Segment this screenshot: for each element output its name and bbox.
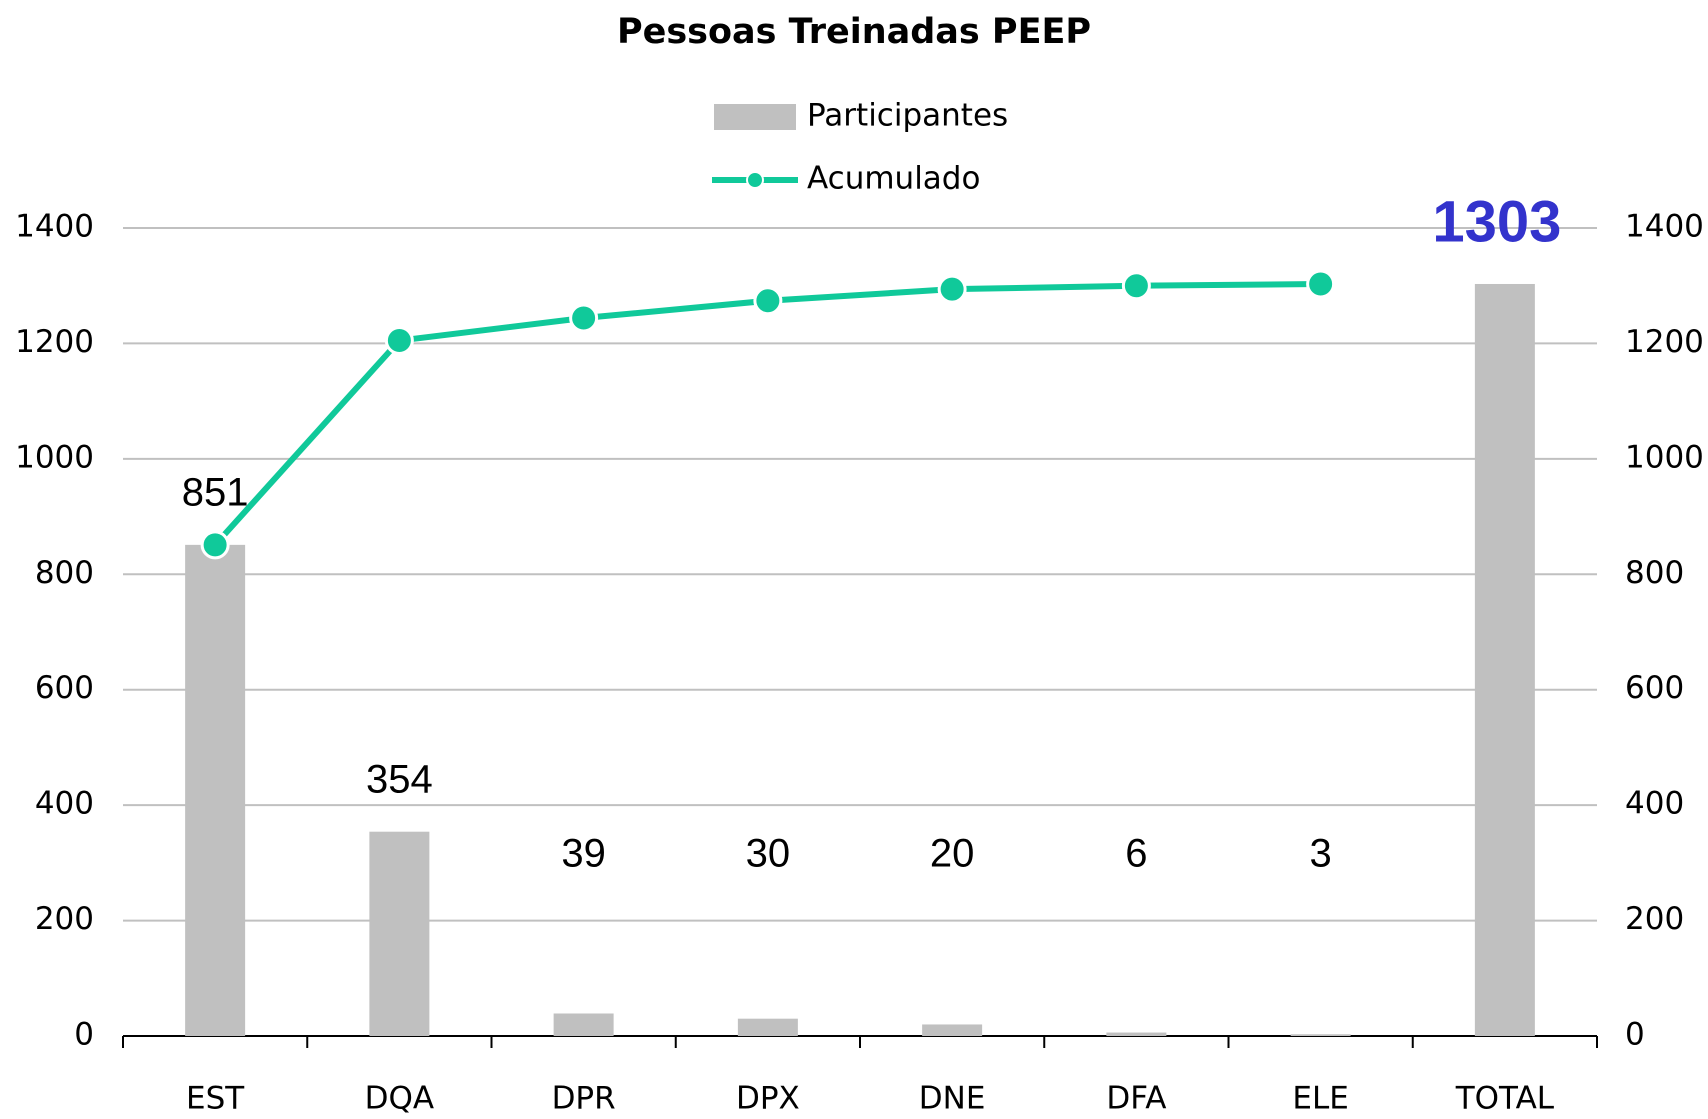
y2-tick-label: 600 bbox=[1625, 670, 1684, 706]
x-tick-label: DQA bbox=[365, 1081, 434, 1117]
x-tick-label: EST bbox=[186, 1081, 245, 1117]
y2-tick-label: 800 bbox=[1625, 555, 1684, 591]
y2-tick-label: 1000 bbox=[1625, 439, 1704, 475]
legend-label: Participantes bbox=[807, 98, 1008, 134]
y-tick-label: 200 bbox=[35, 901, 94, 937]
bar bbox=[553, 1013, 614, 1036]
bar bbox=[185, 544, 246, 1036]
x-tick-label: ELE bbox=[1292, 1081, 1348, 1117]
y-tick-label: 600 bbox=[35, 670, 94, 706]
y2-tick-label: 1400 bbox=[1625, 209, 1704, 245]
value-label: 30 bbox=[746, 832, 791, 876]
line-marker bbox=[200, 530, 230, 560]
bar bbox=[922, 1024, 983, 1036]
bar bbox=[369, 831, 430, 1036]
y2-tick-label: 400 bbox=[1625, 786, 1684, 822]
bar bbox=[737, 1018, 798, 1036]
value-label: 851 bbox=[182, 470, 249, 514]
legend-label: Acumulado bbox=[807, 161, 980, 197]
chart-title: Pessoas Treinadas PEEP bbox=[617, 12, 1091, 52]
line-marker bbox=[937, 274, 967, 304]
y2-tick-label: 200 bbox=[1625, 901, 1684, 937]
bar bbox=[1474, 283, 1535, 1036]
line-marker bbox=[1121, 271, 1151, 301]
legend-marker bbox=[746, 171, 764, 189]
y-tick-label: 400 bbox=[35, 786, 94, 822]
line-marker bbox=[753, 286, 783, 316]
y-tick-label: 800 bbox=[35, 555, 94, 591]
value-label: 39 bbox=[561, 832, 606, 876]
bar bbox=[1106, 1032, 1167, 1036]
x-tick-label: DNE bbox=[919, 1081, 986, 1117]
line bbox=[212, 280, 1321, 547]
line-marker bbox=[1306, 269, 1336, 299]
y-tick-label: 0 bbox=[74, 1017, 94, 1053]
value-label: 6 bbox=[1125, 832, 1147, 876]
value-label: 3 bbox=[1310, 832, 1332, 876]
x-tick-label: DFA bbox=[1106, 1081, 1166, 1117]
x-tick-label: DPR bbox=[552, 1081, 616, 1117]
total-label: 1303 bbox=[1432, 189, 1561, 254]
legend-swatch bbox=[714, 104, 796, 130]
y-tick-label: 1000 bbox=[15, 439, 94, 475]
y-tick-label: 1400 bbox=[15, 209, 94, 245]
line-marker bbox=[384, 326, 414, 356]
line-marker bbox=[569, 303, 599, 333]
value-label: 20 bbox=[930, 832, 975, 876]
y2-tick-label: 1200 bbox=[1625, 324, 1704, 360]
value-label: 354 bbox=[366, 757, 433, 801]
y2-tick-label: 0 bbox=[1625, 1017, 1645, 1053]
bar bbox=[1290, 1034, 1351, 1036]
x-tick-label: TOTAL bbox=[1455, 1081, 1555, 1117]
y-tick-label: 1200 bbox=[15, 324, 94, 360]
x-tick-label: DPX bbox=[736, 1081, 800, 1117]
